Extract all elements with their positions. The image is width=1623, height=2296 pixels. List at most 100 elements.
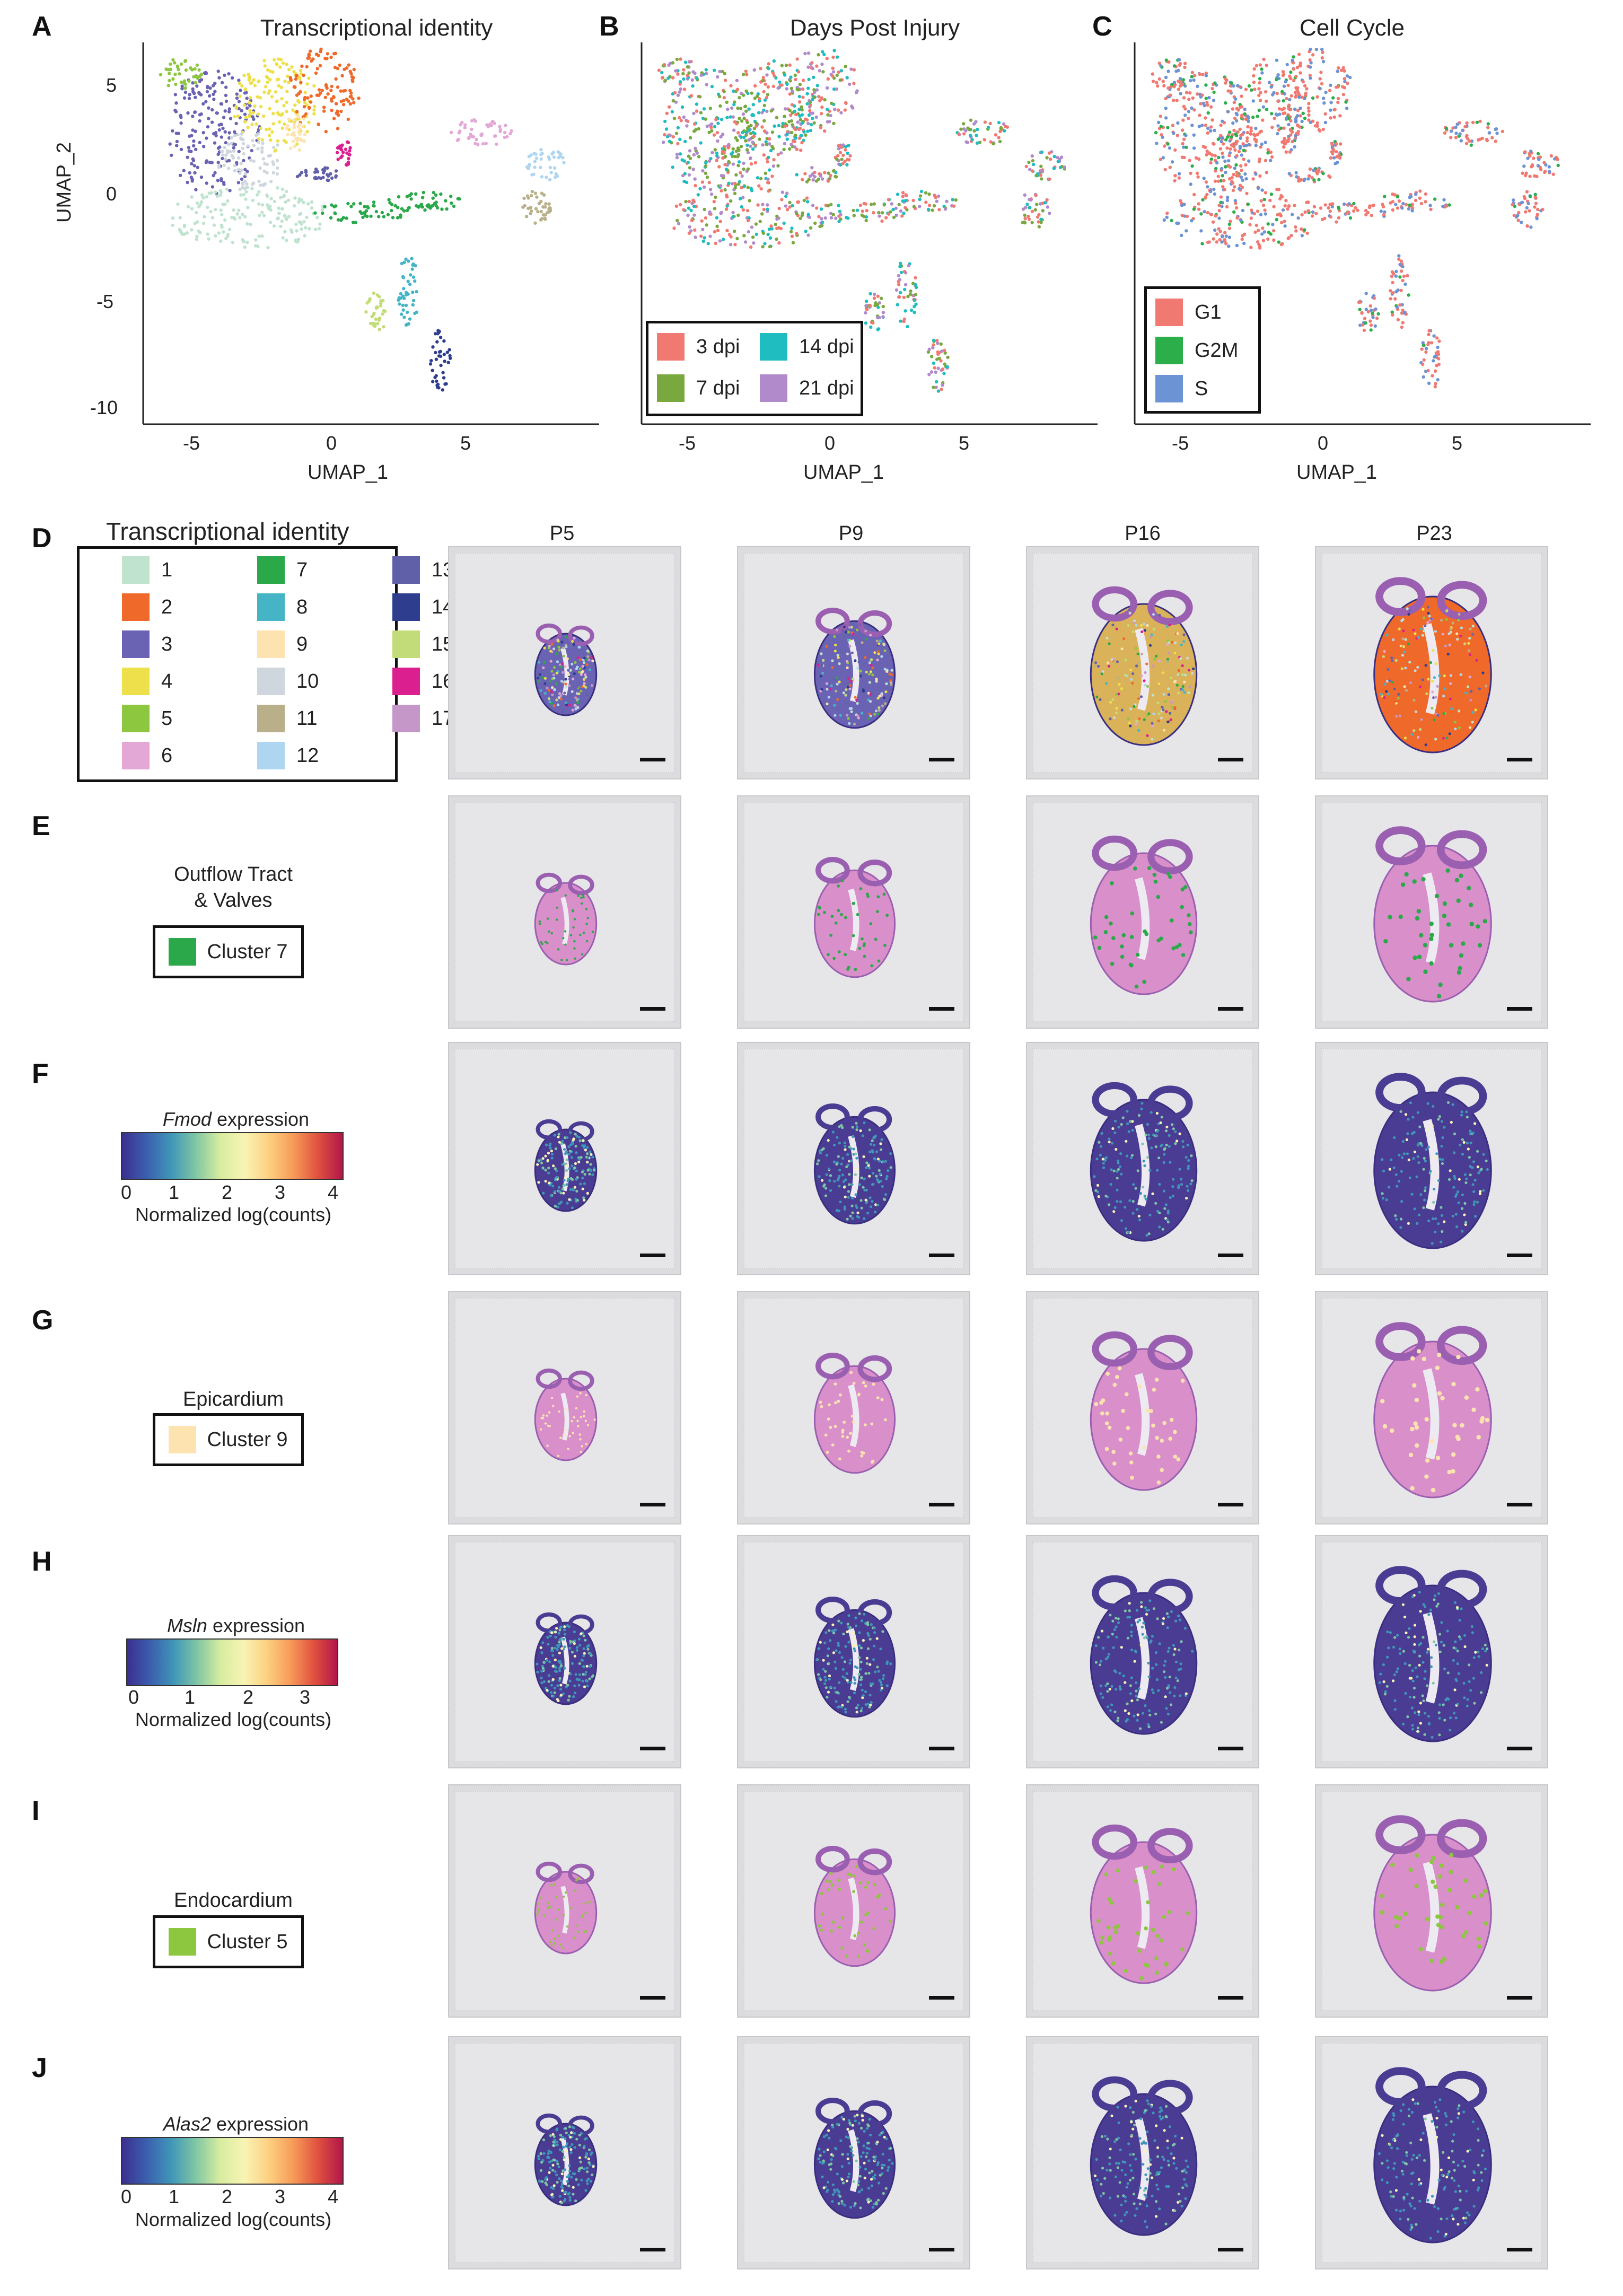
umap-point — [401, 303, 405, 307]
umap-point — [767, 227, 771, 231]
umap-point — [351, 221, 355, 224]
umap-point — [1168, 93, 1172, 97]
umap-point — [268, 107, 271, 111]
umap-point — [837, 204, 840, 207]
umap-point — [295, 174, 300, 179]
spot — [1119, 1152, 1122, 1155]
umap-point — [798, 83, 802, 86]
umap-point — [442, 376, 446, 380]
spot — [558, 1202, 562, 1205]
spot — [876, 1180, 880, 1183]
umap-point — [1287, 204, 1291, 208]
umap-point — [717, 165, 721, 169]
umap-point — [295, 142, 299, 146]
row-label-e-line2: & Valves — [194, 889, 273, 912]
umap-point — [1249, 246, 1253, 249]
umap-point — [927, 192, 931, 196]
umap-point — [1398, 275, 1402, 279]
umap-point — [875, 303, 880, 306]
spot — [1410, 733, 1414, 736]
umap-point — [257, 80, 260, 84]
spot — [1095, 695, 1099, 698]
umap-point — [1400, 325, 1403, 329]
umap-point — [761, 143, 765, 147]
umap-point — [705, 83, 708, 86]
umap-point — [1195, 171, 1199, 175]
umap-point — [687, 154, 690, 158]
umap-point — [1179, 92, 1182, 95]
umap-point — [1341, 93, 1346, 97]
spot — [827, 953, 830, 957]
umap-point — [1217, 216, 1221, 220]
umap-point — [1193, 74, 1197, 77]
spot — [1110, 961, 1115, 966]
umap-point — [788, 79, 792, 83]
umap-point — [1177, 87, 1181, 91]
umap-point — [881, 315, 885, 319]
umap-point — [735, 236, 739, 241]
cluster-legend-item: 2 — [122, 593, 172, 621]
umap-point — [207, 94, 212, 98]
umap-point — [1185, 145, 1188, 149]
umap-c-title: Cell Cycle — [1299, 15, 1405, 41]
umap-point — [222, 181, 226, 185]
umap-point — [841, 143, 845, 147]
spot — [1402, 629, 1405, 633]
umap-point — [1284, 150, 1288, 154]
umap-point — [797, 108, 801, 111]
gene-suffix: expression — [207, 1615, 305, 1636]
umap-point — [543, 217, 547, 221]
umap-point — [410, 267, 414, 271]
umap-point — [1449, 129, 1453, 133]
umap-point — [793, 127, 797, 130]
spot — [538, 920, 541, 923]
umap-point — [747, 107, 751, 111]
umap-point — [544, 202, 548, 206]
umap-point — [1270, 155, 1274, 159]
spot — [837, 909, 840, 912]
umap-point — [1461, 128, 1464, 133]
umap-point — [222, 163, 226, 168]
umap-point — [1308, 58, 1312, 62]
umap-point — [302, 117, 305, 121]
spot — [833, 635, 836, 638]
scale-tick: 2 — [222, 2186, 233, 2207]
spot — [1162, 708, 1165, 712]
umap-point — [974, 120, 978, 124]
umap-point — [1230, 180, 1234, 183]
umap-point — [1307, 109, 1311, 113]
umap-point — [1300, 213, 1304, 217]
umap-point — [324, 84, 328, 88]
umap-point — [1343, 80, 1347, 83]
umap-point — [1225, 146, 1229, 150]
umap-point — [1264, 159, 1268, 162]
umap-point — [195, 84, 199, 88]
spot — [564, 930, 567, 933]
umap-point — [744, 89, 748, 93]
spot — [1168, 624, 1171, 627]
cluster-legend-item: 3 — [122, 630, 172, 658]
spot — [1136, 652, 1139, 655]
umap-point — [1300, 227, 1303, 231]
spot — [1166, 1212, 1170, 1215]
umap-point — [1470, 139, 1474, 143]
umap-point — [897, 283, 901, 286]
umap-point — [347, 157, 350, 161]
umap-point — [718, 104, 722, 108]
spot — [1150, 633, 1153, 636]
umap-point — [307, 76, 311, 80]
umap-point — [235, 212, 239, 216]
umap-point — [376, 322, 380, 326]
spot — [852, 677, 855, 680]
spot — [1436, 994, 1442, 998]
umap-point — [239, 136, 243, 140]
umap-point — [1435, 364, 1438, 367]
spot — [1467, 886, 1471, 891]
umap-point — [789, 143, 793, 146]
umap-point — [1277, 240, 1281, 244]
fmod-scale-title: Fmod expression — [122, 1108, 350, 1131]
spot — [855, 1121, 858, 1125]
umap-point — [218, 189, 223, 192]
umap-point — [1063, 165, 1066, 169]
umap-point — [285, 63, 288, 66]
